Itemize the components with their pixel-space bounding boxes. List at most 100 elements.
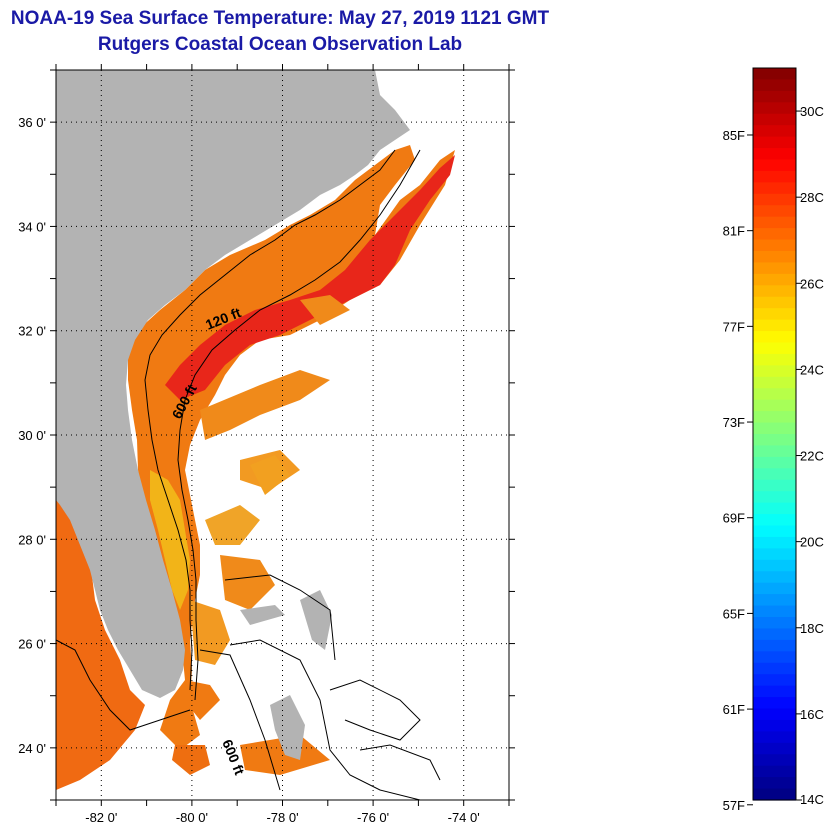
colorbar-step <box>753 216 796 229</box>
sst-shelf-swath <box>128 145 455 750</box>
colorbar-c-label: 24C <box>800 362 824 377</box>
colorbar-step <box>753 605 796 618</box>
sst-colorbar: 30C 28C 26C 24C 22C 20C 18C 16C 14C 85F 81F 77F 73F 6… <box>723 67 824 813</box>
colorbar-step <box>753 228 796 241</box>
sst-offshore-patch <box>250 455 290 495</box>
colorbar-step <box>753 628 796 641</box>
lat-tick-label: 30 0' <box>18 428 46 443</box>
colorbar-step <box>753 113 796 126</box>
colorbar-c-label: 18C <box>800 621 824 636</box>
sst-offshore-patch <box>172 745 210 775</box>
colorbar-ticks: 30C 28C 26C 24C 22C 20C 18C 16C 14C 85F 81F 77F 73F 6… <box>723 104 824 813</box>
colorbar-step <box>753 617 796 630</box>
sst-offshore-patch <box>185 680 220 720</box>
map-ticks: -82 0' -80 0' -78 0' -76 0' -74 0' 24 0' 26 0'… <box>18 64 515 825</box>
colorbar-step <box>753 365 796 378</box>
sst-offshore-patch <box>300 295 350 325</box>
lat-tick-label: 36 0' <box>18 115 46 130</box>
colorbar-step <box>753 399 796 412</box>
colorbar-step <box>753 319 796 332</box>
colorbar-step <box>753 502 796 515</box>
colorbar-step <box>753 456 796 469</box>
colorbar-step <box>753 788 796 801</box>
sst-offshore-patch <box>190 600 230 665</box>
colorbar-step <box>753 376 796 389</box>
sst-offshore-patch <box>205 505 260 545</box>
colorbar-step <box>753 742 796 755</box>
colorbar-step <box>753 525 796 538</box>
colorbar-step <box>753 571 796 584</box>
colorbar-step <box>753 102 796 115</box>
colorbar-step <box>753 479 796 492</box>
lon-tick-label: -78 0' <box>266 810 298 825</box>
colorbar-step <box>753 559 796 572</box>
sst-gulf-stream <box>165 155 455 400</box>
land-bahamas-grand <box>240 605 285 625</box>
colorbar-step <box>753 685 796 698</box>
map-title: NOAA-19 Sea Surface Temperature: May 27,… <box>10 8 550 29</box>
colorbar-c-label: 20C <box>800 535 824 550</box>
lat-tick-label: 24 0' <box>18 741 46 756</box>
colorbar-step <box>753 491 796 504</box>
land-bahamas-abaco <box>300 590 332 650</box>
colorbar-step <box>753 353 796 366</box>
colorbar-f-label: 57F <box>723 798 745 813</box>
land-us-southeast <box>56 70 410 698</box>
sst-offshore-patch <box>220 555 275 610</box>
colorbar-step <box>753 514 796 527</box>
contour-120ft <box>144 149 396 691</box>
colorbar-c-label: 28C <box>800 190 824 205</box>
colorbar-step <box>753 296 796 309</box>
colorbar-step <box>753 148 796 161</box>
colorbar-step <box>753 697 796 710</box>
colorbar-step <box>753 777 796 790</box>
colorbar-c-label: 26C <box>800 276 824 291</box>
land-bahamas-andros <box>270 695 305 760</box>
colorbar-step <box>753 765 796 778</box>
colorbar-step <box>753 594 796 607</box>
colorbar-gradient <box>753 68 796 801</box>
colorbar-step <box>753 205 796 218</box>
sst-offshore-patch <box>200 370 330 440</box>
colorbar-step <box>753 125 796 138</box>
colorbar-step <box>753 90 796 103</box>
colorbar-step <box>753 182 796 195</box>
colorbar-step <box>753 68 796 81</box>
lon-tick-label: -74 0' <box>448 810 480 825</box>
colorbar-c-label: 16C <box>800 707 824 722</box>
colorbar-f-label: 81F <box>723 224 745 239</box>
colorbar-f-label: 85F <box>723 128 745 143</box>
colorbar-step <box>753 342 796 355</box>
colorbar-f-label: 77F <box>723 319 745 334</box>
colorbar-c-label: 14C <box>800 792 824 807</box>
colorbar-step <box>753 285 796 298</box>
colorbar-step <box>753 445 796 458</box>
sst-gulf-of-mexico <box>56 490 145 790</box>
lon-tick-label: -80 0' <box>176 810 208 825</box>
colorbar-step <box>753 388 796 401</box>
map-subtitle: Rutgers Coastal Ocean Observation Lab <box>97 34 463 55</box>
map-grid <box>56 70 509 800</box>
colorbar-step <box>753 79 796 92</box>
colorbar-step <box>753 331 796 344</box>
colorbar-step <box>753 239 796 252</box>
colorbar-step <box>753 422 796 435</box>
colorbar-step <box>753 273 796 286</box>
lon-tick-label: -82 0' <box>85 810 117 825</box>
colorbar-step <box>753 251 796 264</box>
colorbar-step <box>753 708 796 721</box>
colorbar-step <box>753 731 796 744</box>
colorbar-step <box>753 193 796 206</box>
colorbar-step <box>753 651 796 664</box>
colorbar-step <box>753 548 796 561</box>
colorbar-step <box>753 159 796 172</box>
lon-tick-label: -76 0' <box>357 810 389 825</box>
colorbar-step <box>753 674 796 687</box>
colorbar-step <box>753 662 796 675</box>
colorbar-c-label: 22C <box>800 449 824 464</box>
colorbar-step <box>753 136 796 149</box>
contour-bahamas-bank <box>199 649 441 791</box>
contour-600ft <box>177 149 421 701</box>
sst-nearshore-band <box>150 470 190 610</box>
lat-tick-label: 28 0' <box>18 532 46 547</box>
